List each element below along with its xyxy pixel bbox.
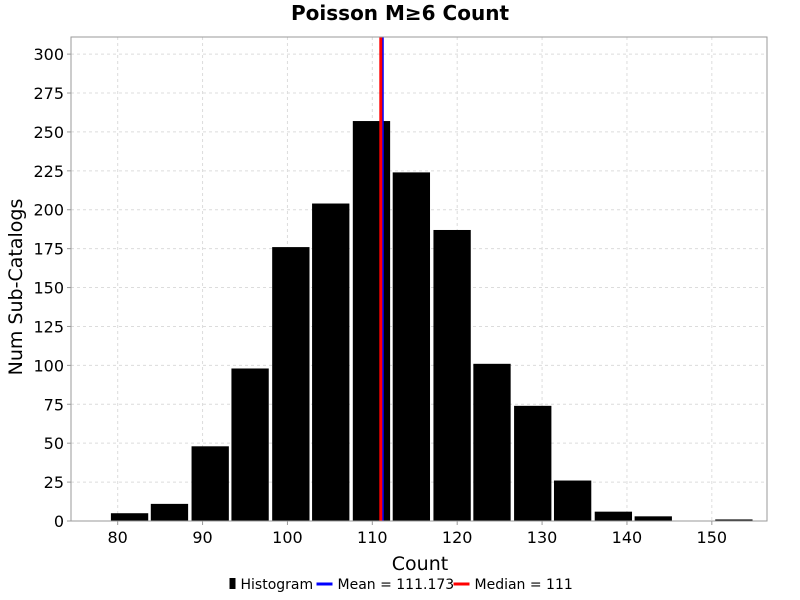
x-tick-label: 130 <box>527 528 558 547</box>
histogram-bar <box>150 503 189 521</box>
y-tick-label: 225 <box>33 162 64 181</box>
x-axis: 80 90 100 110 120 130 140 150 <box>108 521 728 547</box>
y-axis-label: Num Sub-Catalogs <box>5 199 27 376</box>
x-tick-label: 90 <box>192 528 212 547</box>
histogram-bar <box>715 519 753 521</box>
x-tick-label: 80 <box>108 528 128 547</box>
chart-title: Poisson M≥6 Count <box>291 1 509 25</box>
histogram-bar <box>392 172 431 521</box>
y-tick-label: 75 <box>44 395 64 414</box>
y-tick-label: 100 <box>33 356 64 375</box>
y-tick-label: 250 <box>33 123 64 142</box>
histogram-bar <box>594 511 633 521</box>
histogram-bar <box>272 247 310 521</box>
legend-histogram-swatch <box>229 578 236 589</box>
y-tick-label: 175 <box>33 240 64 259</box>
histogram-bar <box>433 229 471 522</box>
histogram-bar <box>312 203 350 521</box>
histogram-bar <box>634 516 672 521</box>
histogram-bar <box>191 446 229 521</box>
stat-lines <box>379 37 384 521</box>
y-tick-label: 50 <box>44 434 64 453</box>
legend-label: Mean = 111.173 <box>338 577 455 593</box>
histogram-bars <box>110 121 753 522</box>
x-tick-label: 150 <box>697 528 728 547</box>
x-tick-label: 140 <box>612 528 643 547</box>
histogram-bar <box>231 368 269 521</box>
x-tick-label: 100 <box>272 528 303 547</box>
histogram-bar <box>352 121 391 522</box>
y-tick-label: 275 <box>33 84 64 103</box>
y-tick-label: 0 <box>54 512 64 531</box>
plot-area <box>70 36 768 522</box>
y-tick-label: 200 <box>33 201 64 220</box>
legend: Histogram Mean = 111.173 Median = 111 <box>229 577 573 593</box>
x-tick-label: 120 <box>442 528 473 547</box>
y-tick-label: 125 <box>33 317 64 336</box>
histogram-bar <box>110 513 149 521</box>
y-tick-label: 300 <box>33 45 64 64</box>
y-axis: 0 25 50 75 100 125 150 175 200 225 250 275 300 <box>33 45 71 531</box>
histogram-bar <box>473 363 511 521</box>
x-tick-label: 110 <box>357 528 388 547</box>
y-tick-label: 150 <box>33 279 64 298</box>
legend-label: Histogram <box>241 577 314 593</box>
x-axis-label: Count <box>392 553 448 575</box>
y-tick-label: 25 <box>44 473 64 492</box>
histogram-bar <box>514 405 552 521</box>
legend-label: Median = 111 <box>475 577 573 593</box>
histogram-bar <box>553 480 592 521</box>
